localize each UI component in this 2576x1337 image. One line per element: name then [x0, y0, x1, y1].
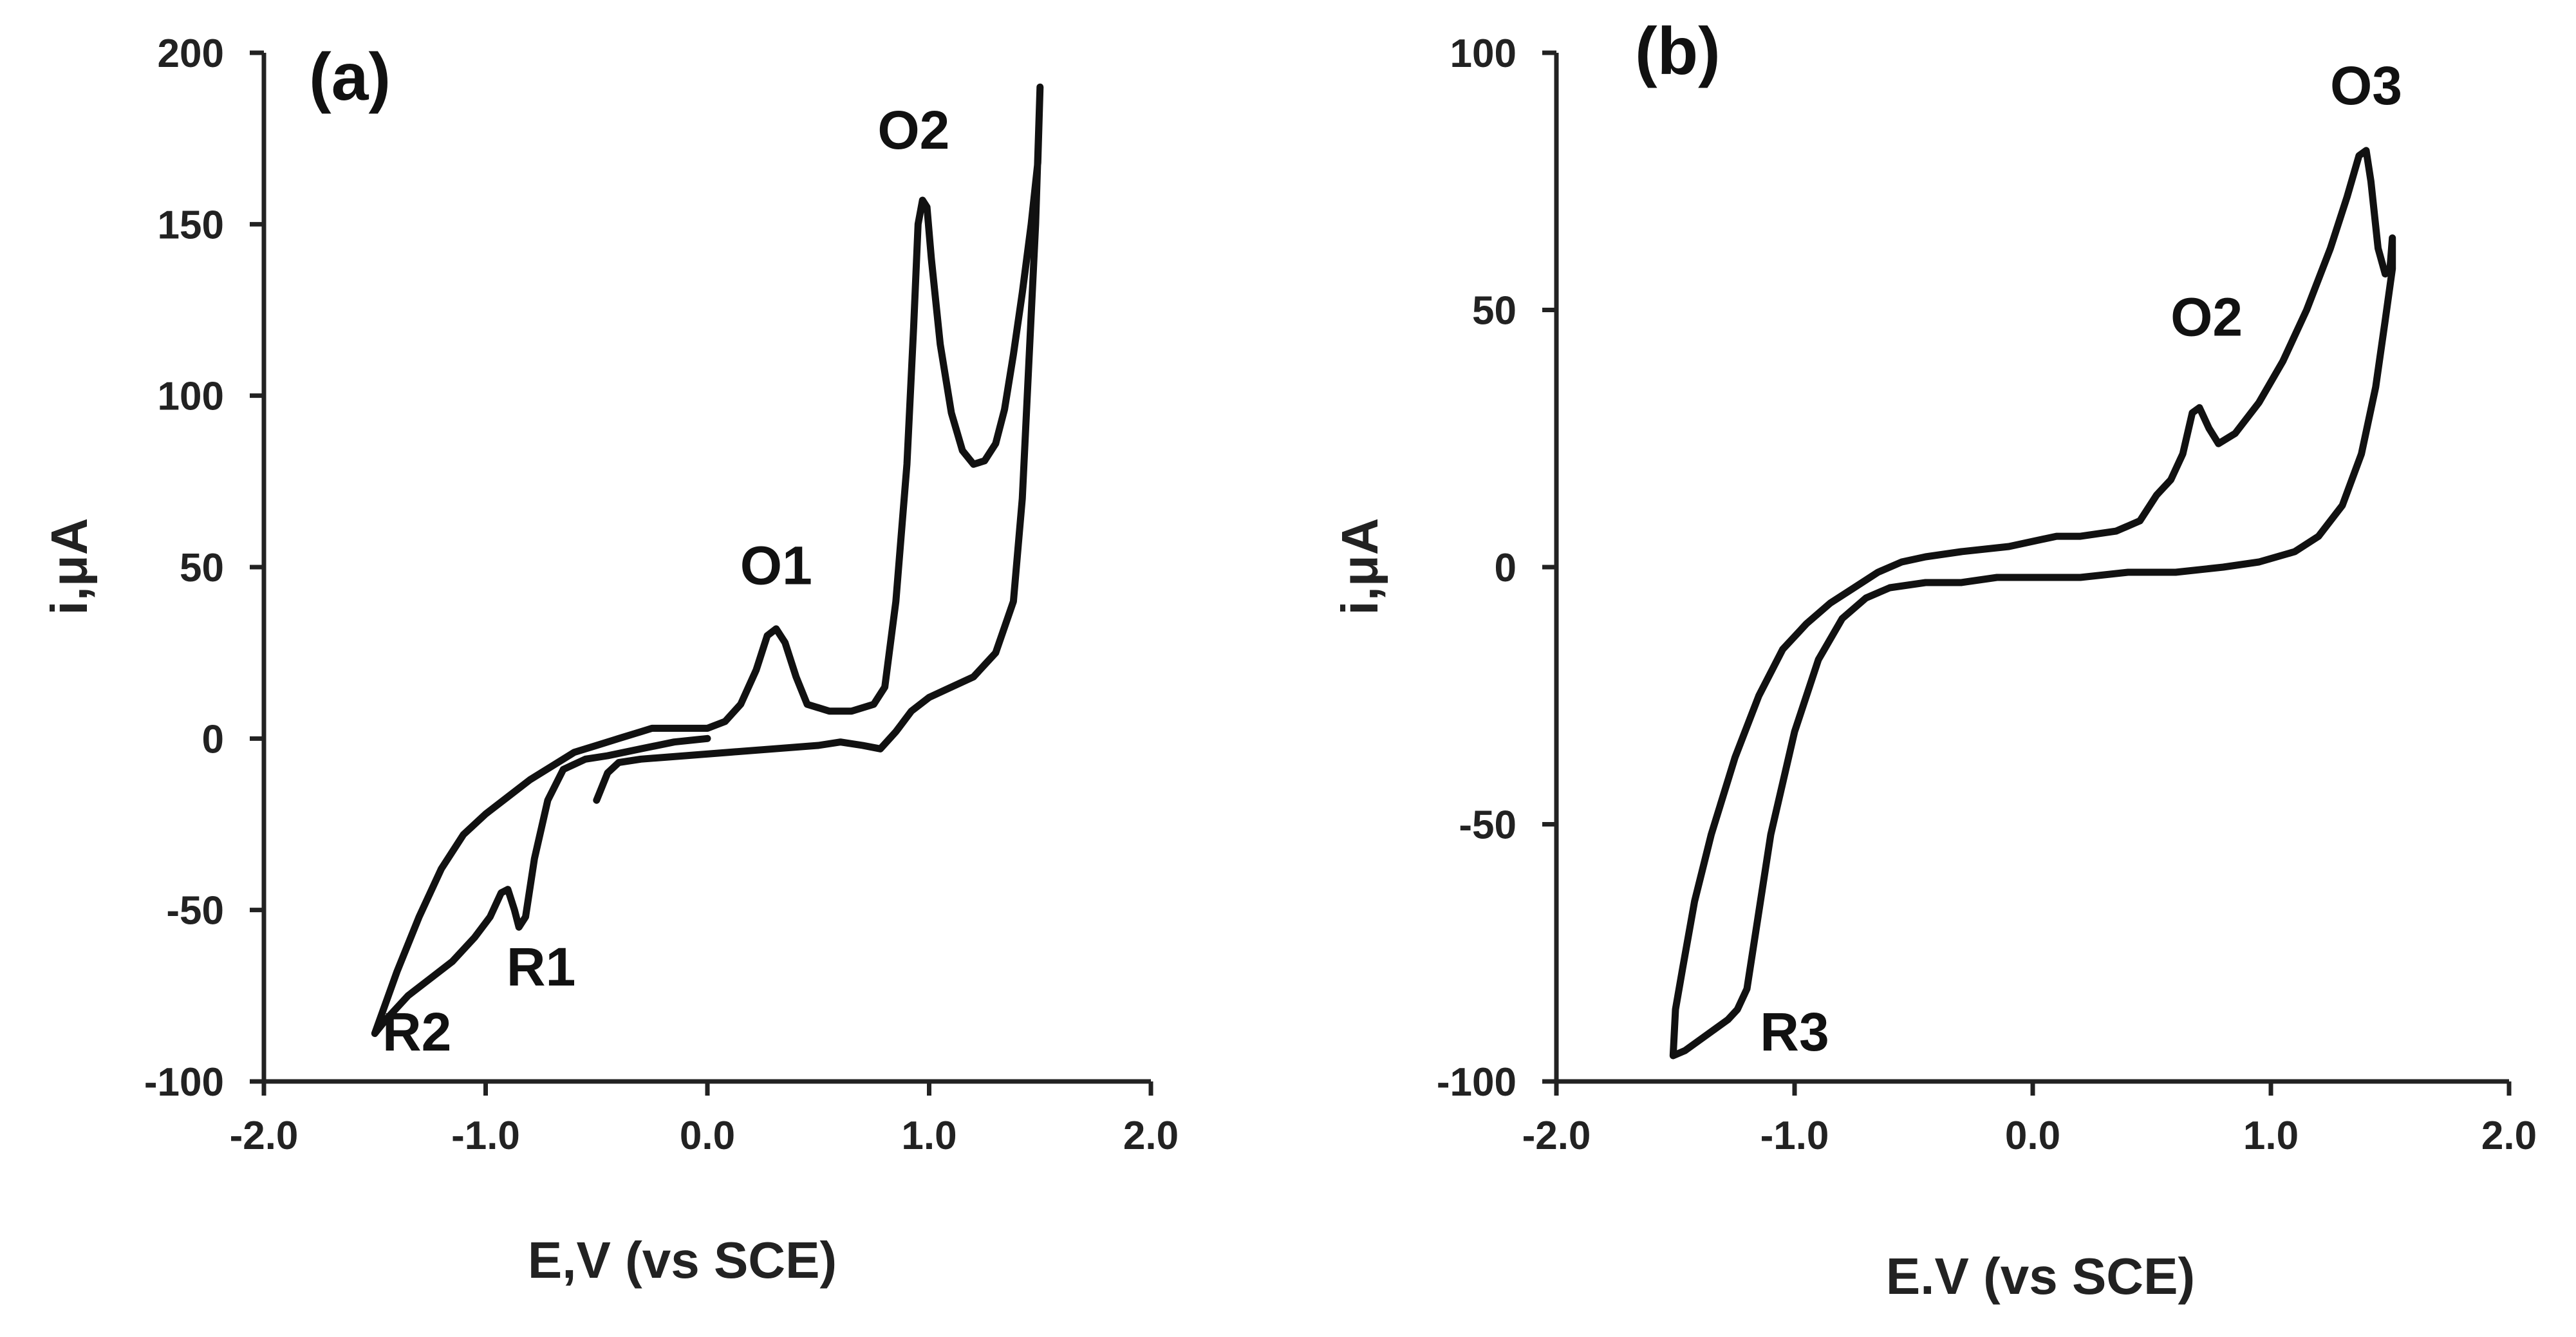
x-tick-label: 0.0: [680, 1114, 735, 1158]
y-tick-label: 100: [158, 375, 224, 419]
x-tick-label: 1.0: [2243, 1114, 2299, 1158]
peak-label-o1: O1: [740, 536, 812, 596]
peak-label-r2: R2: [382, 1002, 451, 1062]
y-tick-label: 100: [1450, 32, 1517, 76]
panel-b: 100 50 0 -50 -100-2.0 -1.0 0.0 1.0 2.0 E.V (vs SC…: [1331, 14, 2537, 1305]
x-tick-label: 1.0: [901, 1114, 957, 1158]
x-axis-title: E,V (vs SCE): [528, 1231, 837, 1289]
x-axis-title: E.V (vs SCE): [1886, 1248, 2195, 1305]
peak-label-o3: O3: [2330, 55, 2402, 116]
x-tick-label: -2.0: [230, 1114, 299, 1158]
y-tick-label: -100: [1437, 1060, 1517, 1105]
peak-label-r3: R3: [1760, 1002, 1829, 1062]
y-axis-title: i,μA: [41, 518, 98, 615]
y-tick-label: -100: [144, 1060, 224, 1105]
y-tick-label: 50: [180, 546, 224, 590]
x-tick-label: -1.0: [451, 1114, 520, 1158]
peak-label-o2: O2: [2170, 286, 2243, 347]
y-tick-label: 0: [1495, 546, 1517, 590]
panel-a: 200 150 100 50 0 -50 -100-2.0 -1.0 0.0 1.0 2.0 E,V …: [41, 32, 1179, 1289]
y-axis-title: i,μA: [1331, 518, 1388, 615]
x-tick-label: 0.0: [2005, 1114, 2060, 1158]
cv-curve-line: [1669, 147, 2396, 1060]
x-tick-label: 2.0: [2481, 1114, 2537, 1158]
x-tick-label: -1.0: [1760, 1114, 1829, 1158]
y-tick-label: -50: [166, 889, 224, 933]
y-tick-label: 150: [158, 203, 224, 247]
peak-label-r1: R1: [507, 937, 575, 997]
x-tick-label: -2.0: [1522, 1114, 1591, 1158]
panel-label: (b): [1635, 14, 1721, 89]
x-tick-label: 2.0: [1123, 1114, 1179, 1158]
cv-curve-line: [371, 83, 1044, 1037]
y-tick-label: 0: [202, 717, 224, 762]
peak-label-o2: O2: [877, 100, 949, 160]
y-tick-label: 50: [1472, 289, 1517, 333]
panel-label: (a): [309, 40, 391, 115]
y-tick-label: -50: [1459, 803, 1517, 848]
y-tick-label: 200: [158, 32, 224, 76]
